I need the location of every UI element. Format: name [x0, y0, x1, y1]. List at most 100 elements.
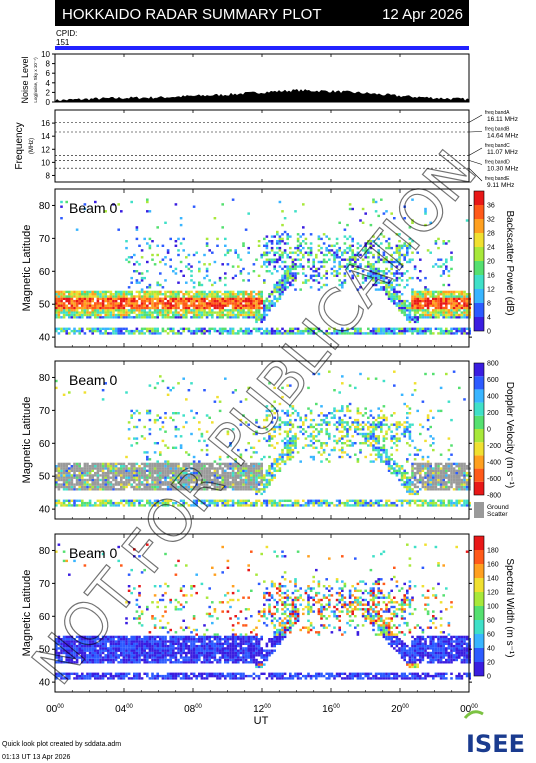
echo-cell: [244, 483, 248, 486]
echo-cell: [442, 504, 445, 507]
echo-cell: [146, 488, 149, 491]
echo-cell: [164, 416, 167, 419]
echo-cell: [395, 462, 399, 466]
echo-cell: [426, 471, 430, 475]
echo-cell: [408, 481, 412, 484]
echo-cell: [377, 267, 380, 271]
echo-cell: [68, 488, 71, 491]
echo-cell: [200, 309, 204, 312]
echo-cell: [148, 432, 152, 436]
echo-cell: [65, 485, 68, 489]
echo-cell: [460, 327, 464, 330]
echo-cell: [60, 485, 63, 489]
echo-cell: [437, 295, 440, 298]
colorbar-tick-label: 400: [487, 394, 499, 401]
echo-cell: [330, 267, 334, 271]
echo-cell: [156, 316, 159, 319]
echo-cell: [442, 478, 445, 482]
echo-cell: [257, 327, 261, 330]
echo-cell: [140, 302, 144, 305]
echo-cell: [216, 293, 219, 296]
echo-cell: [179, 478, 183, 482]
echo-cell: [161, 501, 165, 505]
echo-cell: [135, 488, 139, 491]
echo-cell: [419, 467, 422, 470]
echo-cell: [252, 462, 256, 466]
echo-cell: [57, 635, 61, 639]
echo-cell: [94, 478, 97, 482]
echo-cell: [153, 295, 157, 298]
echo-cell: [148, 306, 152, 310]
echo-cell: [242, 313, 245, 317]
echo-cell: [182, 504, 185, 507]
echo-cell: [315, 274, 318, 277]
echo-cell: [239, 418, 243, 422]
echo-cell: [432, 297, 435, 300]
echo-cell: [281, 327, 284, 330]
echo-cell: [78, 467, 81, 470]
echo-cell: [146, 499, 149, 502]
echo-cell: [101, 327, 105, 330]
echo-cell: [302, 265, 305, 268]
echo-cell: [343, 274, 347, 277]
echo-cell: [411, 471, 414, 475]
echo-cell: [458, 467, 461, 470]
echo-cell: [104, 309, 107, 312]
echo-cell: [400, 393, 404, 396]
echo-cell: [356, 499, 360, 502]
echo-cell: [65, 469, 68, 472]
echo-cell: [88, 329, 92, 333]
echo-cell: [416, 504, 419, 507]
echo-cell: [302, 421, 305, 424]
echo-cell: [244, 421, 248, 424]
echo-cell: [429, 409, 432, 413]
echo-cell: [237, 309, 240, 312]
echo-cell: [81, 481, 84, 484]
echo-cell: [239, 481, 243, 484]
echo-cell: [468, 309, 471, 312]
echo-cell: [317, 329, 321, 333]
echo-cell: [73, 504, 76, 507]
echo-cell: [377, 276, 380, 280]
echo-cell: [127, 256, 131, 259]
echo-cell: [348, 425, 352, 429]
echo-cell: [304, 327, 308, 330]
echo-cell: [133, 306, 136, 310]
echo-cell: [99, 313, 102, 317]
echo-cell: [328, 435, 331, 438]
echo-cell: [218, 481, 222, 484]
echo-cell: [177, 299, 180, 303]
echo-cell: [172, 478, 175, 482]
echo-cell: [133, 467, 136, 470]
echo-cell: [62, 501, 66, 505]
echo-cell: [153, 421, 157, 424]
echo-cell: [78, 504, 81, 507]
echo-cell: [273, 504, 276, 507]
echo-cell: [135, 474, 139, 477]
echo-cell: [190, 467, 193, 470]
echo-cell: [161, 499, 165, 502]
lat-tick-label: 50: [39, 300, 51, 311]
echo-cell: [130, 414, 133, 417]
echo-cell: [185, 474, 188, 477]
echo-cell: [445, 316, 448, 319]
echo-cell: [224, 501, 227, 505]
echo-cell: [60, 649, 63, 652]
echo-cell: [302, 267, 305, 271]
echo-cell: [317, 414, 321, 417]
echo-cell: [195, 474, 198, 477]
echo-cell: [122, 332, 126, 335]
echo-cell: [122, 299, 126, 303]
echo-cell: [205, 499, 209, 502]
echo-cell: [289, 327, 292, 330]
echo-cell: [91, 313, 94, 317]
echo-cell: [263, 311, 266, 314]
echo-cell: [174, 469, 178, 472]
echo-cell: [159, 483, 162, 486]
echo-cell: [419, 329, 422, 333]
echo-cell: [343, 435, 347, 438]
echo-cell: [185, 290, 188, 294]
echo-cell: [322, 274, 326, 277]
echo-cell: [112, 299, 115, 303]
echo-cell: [138, 504, 141, 507]
